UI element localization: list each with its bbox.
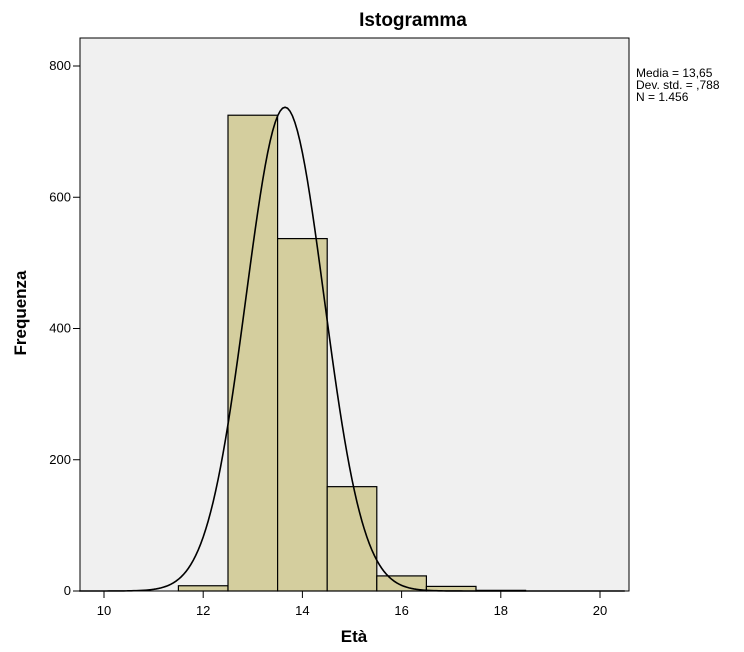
x-axis: 10 12 14 16 18 20: [97, 591, 607, 618]
y-axis: 0 200 400 600 800: [49, 58, 80, 598]
y-tick-label: 0: [64, 583, 71, 598]
x-tick-label: 12: [196, 603, 210, 618]
chart-title: Istogramma: [359, 10, 467, 31]
y-tick-label: 200: [49, 452, 71, 467]
histogram-bar: [227, 114, 279, 592]
x-tick-label: 20: [593, 603, 607, 618]
y-tick-label: 400: [49, 321, 71, 336]
x-tick-label: 18: [494, 603, 508, 618]
y-axis-label: Frequenza: [11, 270, 30, 356]
y-tick-label: 600: [49, 189, 71, 204]
stats-box: Media = 13,65 Dev. std. = ,788 N = 1.456: [636, 67, 720, 103]
x-tick-label: 10: [97, 603, 111, 618]
histogram-bar: [177, 585, 229, 592]
x-axis-label: Età: [341, 627, 368, 646]
y-tick-label: 800: [49, 58, 71, 73]
histogram-bar: [376, 575, 427, 592]
x-tick-label: 14: [295, 603, 309, 618]
histogram-bar: [277, 237, 328, 592]
stats-sd: Dev. std. = ,788: [636, 78, 720, 92]
stats-n: N = 1.456: [636, 90, 689, 104]
x-tick-label: 16: [394, 603, 408, 618]
normal-curve: [79, 106, 625, 592]
histogram-bar: [326, 486, 378, 592]
stats-mean: Media = 13,65: [636, 66, 713, 80]
bars-group: [177, 114, 527, 592]
